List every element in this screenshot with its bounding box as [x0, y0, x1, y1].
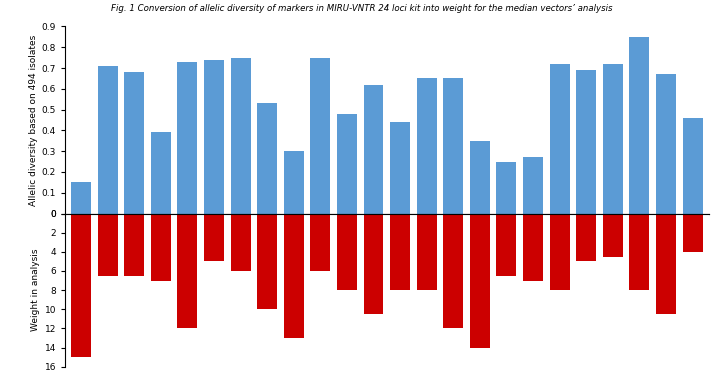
- Bar: [630, 214, 649, 290]
- Bar: [151, 214, 171, 280]
- Bar: [497, 162, 516, 214]
- Bar: [177, 62, 197, 214]
- Bar: [603, 64, 623, 214]
- Bar: [683, 118, 703, 214]
- Bar: [124, 214, 144, 276]
- Bar: [443, 78, 463, 214]
- Bar: [497, 214, 516, 276]
- Bar: [683, 214, 703, 252]
- Bar: [390, 122, 410, 214]
- Bar: [71, 214, 91, 357]
- Text: Fig. 1 Conversion of allelic diversity of markers in MIRU-VNTR 24 loci kit into : Fig. 1 Conversion of allelic diversity o…: [111, 4, 612, 13]
- Bar: [310, 214, 330, 271]
- Bar: [98, 66, 118, 214]
- Bar: [151, 132, 171, 214]
- Bar: [364, 214, 383, 314]
- Bar: [603, 214, 623, 257]
- Bar: [416, 214, 437, 290]
- Bar: [390, 214, 410, 290]
- Bar: [204, 60, 224, 214]
- Bar: [124, 72, 144, 214]
- Bar: [177, 214, 197, 328]
- Bar: [337, 214, 357, 290]
- Bar: [576, 214, 596, 262]
- Y-axis label: Weight in analysis: Weight in analysis: [31, 249, 40, 332]
- Bar: [283, 214, 304, 338]
- Bar: [549, 214, 570, 290]
- Bar: [364, 85, 383, 214]
- Bar: [443, 214, 463, 328]
- Bar: [416, 78, 437, 214]
- X-axis label: Marker: Marker: [364, 265, 409, 274]
- Bar: [656, 74, 676, 214]
- Bar: [257, 103, 277, 214]
- Bar: [337, 114, 357, 214]
- Bar: [523, 214, 543, 280]
- Bar: [470, 141, 490, 214]
- Y-axis label: Allelic diversity based on 494 isolates: Allelic diversity based on 494 isolates: [28, 34, 38, 206]
- Bar: [231, 57, 251, 214]
- Bar: [576, 70, 596, 214]
- Bar: [71, 183, 91, 214]
- Bar: [98, 214, 118, 276]
- Bar: [549, 64, 570, 214]
- Bar: [523, 157, 543, 214]
- Bar: [470, 214, 490, 347]
- Bar: [630, 37, 649, 214]
- Bar: [257, 214, 277, 309]
- Bar: [231, 214, 251, 271]
- Bar: [204, 214, 224, 262]
- Bar: [283, 151, 304, 214]
- Bar: [310, 57, 330, 214]
- Bar: [656, 214, 676, 314]
